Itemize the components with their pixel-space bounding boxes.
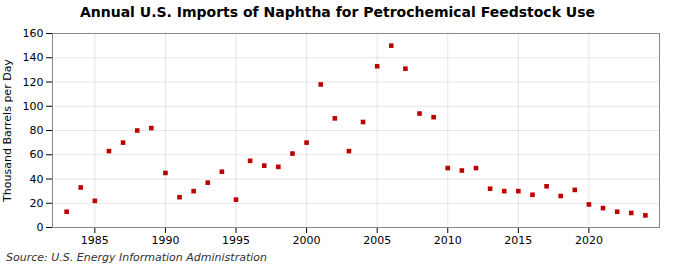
svg-text:0: 0 xyxy=(37,221,44,234)
html-text:Source: U.S. Energy Informatio: Source: U.S. Energy Information Administ… xyxy=(6,251,267,264)
svg-text:1985: 1985 xyxy=(81,234,109,247)
svg-text:Thousand Barrels per Day: Thousand Barrels per Day xyxy=(1,59,14,203)
svg-text:100: 100 xyxy=(23,100,44,113)
svg-text:40: 40 xyxy=(30,173,44,186)
svg-text:2000: 2000 xyxy=(293,234,321,247)
svg-text:120: 120 xyxy=(23,76,44,89)
svg-text:160: 160 xyxy=(23,27,44,40)
svg-text:2010: 2010 xyxy=(434,234,462,247)
svg-text:20: 20 xyxy=(30,197,44,210)
svg-text:2020: 2020 xyxy=(575,234,603,247)
svg-text:2005: 2005 xyxy=(363,234,391,247)
svg-text:80: 80 xyxy=(30,124,44,137)
svg-text:2015: 2015 xyxy=(504,234,532,247)
svg-text:1990: 1990 xyxy=(151,234,179,247)
svg-text:1995: 1995 xyxy=(222,234,250,247)
svg-text:60: 60 xyxy=(30,148,44,161)
svg-text:140: 140 xyxy=(23,51,44,64)
html-text:Annual U.S. Imports of Naphtha: Annual U.S. Imports of Naphtha for Petro… xyxy=(79,4,596,20)
